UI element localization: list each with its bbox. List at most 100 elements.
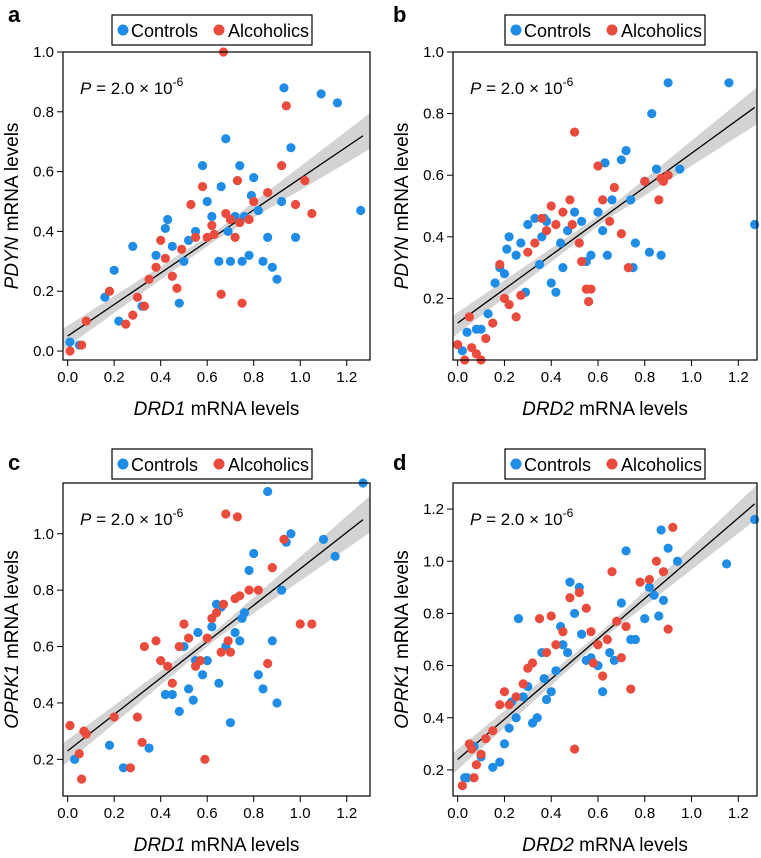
legend-alcoholics-label: Alcoholics [228, 21, 309, 41]
point-alcoholics [663, 170, 673, 180]
point-alcoholics [504, 700, 514, 710]
point-alcoholics [156, 235, 166, 245]
point-controls [249, 548, 259, 559]
point-alcoholics [574, 587, 584, 598]
point-controls [272, 274, 282, 284]
point-alcoholics [128, 310, 138, 320]
point-alcoholics [235, 217, 245, 228]
y-axis-gene: PDYN [392, 236, 413, 289]
x-tick-label: 0.8 [634, 369, 655, 386]
point-controls [534, 259, 545, 270]
y-axis-title: PDYN mRNA levels [392, 123, 413, 290]
point-alcoholics [570, 127, 580, 137]
point-alcoholics [235, 591, 245, 601]
point-alcoholics [612, 616, 622, 626]
p-value-annotation: P = 2.0 × 10-6 [470, 75, 574, 98]
point-alcoholics [527, 658, 538, 668]
legend-alcoholics-marker [606, 458, 618, 470]
y-tick-label: 1.0 [423, 44, 444, 61]
point-alcoholics [225, 647, 236, 657]
legend: Controls Alcoholics [504, 14, 706, 46]
point-alcoholics [605, 216, 615, 226]
point-alcoholics [499, 687, 510, 697]
point-alcoholics [211, 608, 222, 618]
point-alcoholics [277, 161, 287, 171]
point-controls [504, 232, 514, 242]
point-alcoholics [598, 195, 608, 205]
point-alcoholics [156, 656, 166, 666]
point-alcoholics [467, 744, 477, 754]
point-alcoholics [172, 283, 182, 293]
point-controls [724, 78, 734, 88]
x-axis: 0.0 0.2 0.4 0.6 0.8 1.0 1.2 [447, 796, 749, 822]
y-tick-label: 0.2 [33, 751, 54, 768]
point-alcoholics [237, 298, 247, 308]
point-alcoholics [551, 640, 561, 650]
point-controls [593, 207, 603, 217]
point-alcoholics [77, 774, 87, 784]
point-controls [630, 634, 641, 645]
point-controls [179, 256, 189, 266]
point-controls [647, 109, 657, 119]
point-alcoholics [244, 214, 254, 225]
point-controls [239, 608, 250, 618]
p-value-annotation: P = 2.0 × 10-6 [80, 75, 184, 98]
point-controls [651, 164, 662, 174]
y-tick-label: 0.4 [423, 229, 444, 246]
point-controls [602, 250, 612, 260]
point-controls [502, 244, 512, 254]
point-alcoholics [586, 284, 596, 294]
point-alcoholics [65, 720, 75, 731]
point-controls [249, 172, 259, 183]
point-controls [332, 98, 343, 108]
point-controls [658, 595, 669, 605]
legend-alcoholics-marker [213, 24, 225, 36]
point-controls [605, 647, 615, 658]
point-alcoholics [577, 256, 587, 267]
x-tick-label: 0.2 [494, 805, 515, 822]
point-controls [183, 235, 194, 245]
point-alcoholics [216, 647, 226, 657]
point-alcoholics [132, 712, 143, 722]
point-controls [230, 627, 240, 638]
point-controls [160, 689, 170, 700]
y-tick-label: 0.4 [33, 695, 54, 712]
x-tick-label: 0.6 [588, 369, 609, 386]
confidence-band [63, 495, 370, 766]
point-alcoholics [279, 534, 289, 544]
x-axis: 0.0 0.2 0.4 0.6 0.8 1.0 1.2 [57, 796, 357, 822]
point-controls [290, 232, 301, 242]
y-tick-label: 0.4 [33, 223, 54, 240]
point-alcoholics [558, 207, 568, 217]
point-alcoholics [481, 734, 491, 744]
x-tick-label: 0.4 [150, 369, 171, 386]
point-controls [160, 223, 170, 234]
point-controls [214, 678, 224, 688]
point-alcoholics [654, 195, 664, 205]
point-alcoholics [151, 636, 161, 646]
point-alcoholics [195, 656, 205, 666]
point-alcoholics [565, 195, 575, 205]
p-value-text: = 2.0 × 10 [91, 79, 172, 98]
point-controls [672, 556, 683, 566]
point-alcoholics [598, 671, 608, 681]
point-controls [750, 219, 760, 230]
x-axis: 0.0 0.2 0.4 0.6 0.8 1.0 1.2 [57, 360, 357, 386]
point-alcoholics [230, 232, 240, 242]
point-alcoholics [263, 187, 273, 198]
data-points [65, 47, 366, 356]
point-controls [539, 674, 549, 684]
p-value-text: = 2.0 × 10 [481, 79, 562, 98]
point-controls [316, 89, 326, 99]
point-controls [272, 698, 282, 708]
point-alcoholics [471, 760, 481, 770]
x-tick-label: 1.0 [681, 805, 702, 822]
point-alcoholics [137, 737, 147, 748]
point-controls [244, 250, 254, 260]
point-alcoholics [267, 562, 277, 573]
x-tick-label: 0.2 [494, 369, 515, 386]
x-axis-title: DRD1 mRNA levels [134, 399, 300, 420]
point-controls [151, 250, 161, 260]
legend-controls-marker [510, 24, 522, 36]
point-controls [483, 309, 493, 319]
